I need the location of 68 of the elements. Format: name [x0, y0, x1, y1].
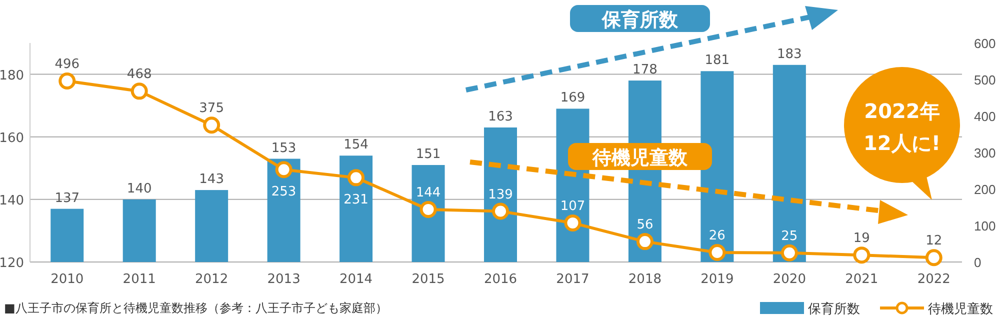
data-label: 143 [199, 172, 224, 188]
data-label: 169 [560, 90, 586, 106]
point [708, 244, 726, 262]
annotation: 待機児童数 [592, 147, 688, 169]
data-label: 253 [271, 184, 296, 200]
point [492, 202, 509, 220]
data-label: 496 [54, 56, 80, 72]
data-label: 231 [344, 192, 368, 208]
y2-tick-label: 400 [974, 109, 996, 124]
x-tick-label: 2011 [122, 272, 156, 287]
legend-label: 保育所数 [808, 301, 860, 317]
data-label: 25 [781, 228, 798, 244]
x-tick-label: 2016 [484, 272, 518, 287]
point [636, 233, 654, 250]
x-tick-label: 2019 [700, 272, 734, 287]
point [130, 82, 148, 100]
y2-tick-label: 600 [974, 36, 996, 51]
x-tick-label: 2010 [50, 272, 84, 287]
point [925, 249, 942, 266]
data-label: 181 [704, 53, 730, 68]
y-tick-label: 180 [0, 68, 24, 84]
text: 保育所数 [601, 9, 679, 31]
data-label: 151 [416, 147, 441, 162]
point [275, 161, 292, 178]
y2-tick-label: 200 [974, 182, 996, 197]
point [420, 200, 437, 218]
text: ■八王子市の保育所と待機児童数推移（参考：八王子市子ども家庭部） [4, 301, 388, 315]
y2-tick-label: 100 [974, 218, 996, 234]
data-label: 140 [126, 181, 152, 196]
y-tick-label: 140 [0, 193, 24, 208]
y-tick-label: 160 [0, 130, 24, 146]
data-label: 178 [632, 62, 658, 78]
point [853, 246, 870, 264]
x-tick-label: 2017 [556, 272, 590, 287]
point [564, 214, 582, 232]
x-tick-label: 2012 [195, 272, 228, 287]
data-label: 12 [926, 234, 942, 249]
data-label: 56 [636, 218, 654, 233]
data-label: 26 [708, 228, 726, 244]
x-tick-label: 2020 [772, 272, 806, 287]
y-tick-label: 120 [0, 256, 24, 271]
x-tick-label: 2018 [628, 272, 662, 287]
y2-tick-label: 0 [974, 255, 982, 270]
point [780, 244, 798, 262]
annotation: 2022年 [864, 99, 940, 123]
data-label: 163 [488, 109, 513, 124]
x-tick-label: 2022 [917, 272, 950, 287]
x-tick-label: 2014 [339, 272, 373, 287]
x-tick-label: 2015 [412, 272, 445, 287]
x-tick-label: 2021 [845, 272, 878, 287]
point [203, 116, 220, 134]
data-label: 139 [488, 187, 513, 202]
data-label: 468 [126, 67, 152, 82]
annotation: 12人に! [864, 131, 940, 155]
data-label: 375 [199, 101, 224, 116]
data-label: 144 [416, 185, 441, 200]
point [348, 169, 365, 186]
x-tick-label: 2013 [267, 272, 300, 287]
data-label: 153 [271, 140, 296, 156]
y2-tick-label: 300 [974, 146, 996, 160]
data-label: 19 [853, 231, 870, 246]
data-label: 154 [344, 138, 368, 153]
point [58, 72, 76, 90]
data-label: 137 [54, 190, 80, 206]
y2-tick-label: 500 [974, 72, 996, 88]
legend-label: 待機児童数 [928, 301, 993, 317]
data-label: 183 [777, 46, 802, 62]
data-label: 107 [560, 198, 586, 214]
